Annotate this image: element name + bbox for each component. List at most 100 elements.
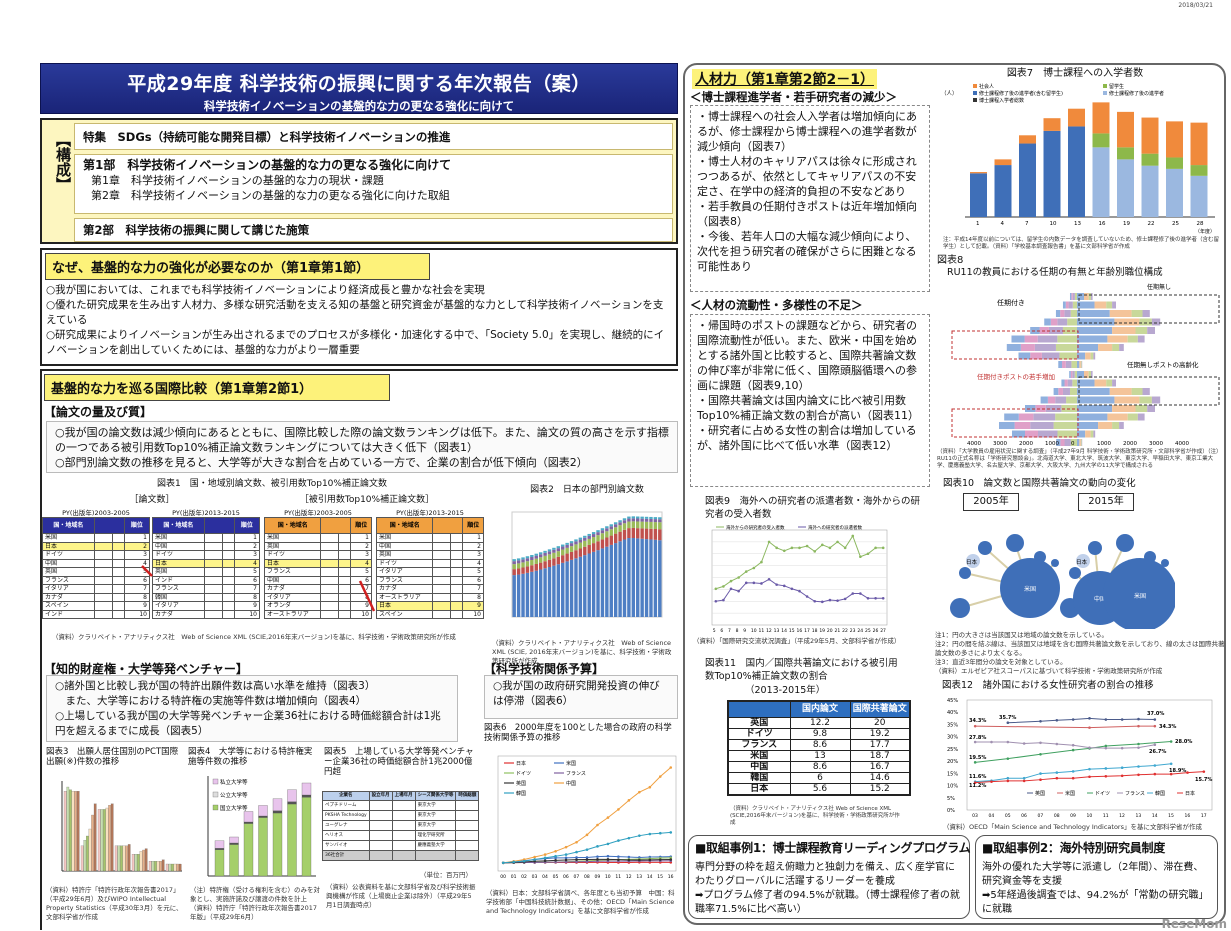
- fig2-bar-segment: [548, 549, 551, 551]
- fig8-bar-left: [1057, 336, 1077, 343]
- fig11-header: [728, 701, 790, 717]
- fig8-bar-left: [1071, 310, 1077, 317]
- fig2-bar-segment: [521, 562, 524, 567]
- fig2-bar-segment: [565, 554, 568, 562]
- fig1-rank: 6: [234, 576, 259, 585]
- fig8-bar-right: [1095, 302, 1107, 309]
- fig2-bar-segment: [513, 561, 516, 564]
- fig2-bar-segment: [579, 540, 582, 543]
- fig12-y-tick: 5%: [947, 796, 955, 802]
- fig2-bar-segment: [640, 517, 643, 519]
- title-banner: 平成29年度 科学技術の振興に関する年次報告（案） 科学技術イノベーションの基盤…: [40, 63, 678, 114]
- fig5-cell: [392, 811, 415, 821]
- fig8-bar-right: [1091, 353, 1094, 360]
- legend-swatch: [213, 805, 218, 810]
- fig2-bar-segment: [614, 527, 617, 533]
- fig2-bar-segment: [517, 575, 520, 617]
- fig10-node-label: 米国: [1024, 585, 1036, 593]
- fig2-bar-segment: [645, 519, 648, 522]
- fig2-bar-segment: [565, 561, 568, 617]
- fig4-bar: [244, 824, 253, 877]
- fig5-cell: [456, 801, 479, 811]
- fig2-bar-segment: [601, 533, 604, 539]
- fig7-x-tick: 19: [1123, 221, 1130, 227]
- case2-body: 海外の優れた大学等に派遣し（2年間）、滞在費、研究資金等を支援: [982, 861, 1211, 889]
- fig2-bar-segment: [592, 532, 595, 534]
- fig11-cell: 12.2: [790, 717, 850, 728]
- fig8-bar-right: [1112, 422, 1119, 429]
- fig8-bar-left: [1071, 371, 1073, 378]
- fig4-bar: [288, 802, 297, 804]
- fig6-legend-label: 米国: [566, 760, 576, 767]
- fig2-bar-segment: [535, 554, 538, 556]
- fig2-bar-segment: [574, 544, 577, 550]
- fig7-bar-segment: [1117, 159, 1134, 217]
- fig1-group2: ［被引用数Top10%補正論文数］: [282, 495, 452, 506]
- fig2-bar-segment: [658, 517, 661, 519]
- fig8-bar-right: [1119, 422, 1124, 429]
- case1-body: 専門分野の枠を超え俯瞰力と独創力を備え、広く産学官にわたりグローバルに活躍するリ…: [695, 861, 963, 889]
- fig12-data-label: 34.3%: [969, 718, 986, 724]
- fig9-x-tick: 27: [880, 628, 886, 634]
- fig7-bar-segment: [995, 165, 1012, 217]
- fig2-bar-segment: [535, 559, 538, 564]
- fig1-rank: 6: [463, 576, 484, 585]
- fig12-data-label: 11.2%: [969, 783, 986, 789]
- fig4-bar: [273, 799, 282, 811]
- fig1-country: 日本: [377, 602, 433, 611]
- hr-bullet: ・博士人材のキャリアパスは徐々に形成されつつあるが、依然としてキャリアパスの不安…: [697, 154, 923, 199]
- hr-sub2: ＜人材の流動性・多様性の不足＞: [690, 297, 863, 313]
- fig8-bar-left: [1060, 439, 1064, 446]
- fig2-bar-segment: [636, 528, 639, 538]
- fig1-py-label: PY(出版年)2003-2005: [42, 509, 150, 517]
- fig12-data-label: 35.7%: [999, 715, 1016, 721]
- fig8-bar-right: [1091, 293, 1093, 300]
- fig6-x-tick: 06: [563, 874, 569, 880]
- fig3-bar: [72, 791, 74, 871]
- fig8-bar-right: [1077, 361, 1079, 368]
- fig2-bar-segment: [530, 560, 533, 565]
- fig3-bar: [159, 861, 161, 871]
- fig4-bar: [215, 850, 224, 876]
- fig7-bar-segment: [1093, 147, 1110, 217]
- fig2-bar-segment: [561, 555, 564, 563]
- fig10-node: [1051, 559, 1059, 567]
- fig2-bar-segment: [658, 540, 661, 617]
- fig2-bar-segment: [548, 551, 551, 554]
- fig3-bar: [157, 861, 159, 871]
- fig3-bar: [84, 840, 86, 871]
- budget-text: ○我が国の政府研究開発投資の伸びは停滞（図表6）: [484, 675, 678, 719]
- fig2-bar-segment: [535, 571, 538, 617]
- fig9-legend-label: 海外への研究者の派遣者数: [808, 524, 862, 531]
- fig2-bar-segment: [530, 557, 533, 560]
- fig8-bar-right: [1077, 414, 1107, 421]
- why-section: なぜ、基盤的な力の強化が必要なのか（第1章第1節） ○我が国においては、これまで…: [40, 248, 678, 366]
- ip-bullet: ○諸外国と比較し我が国の特許出願件数は高い水準を維持（図表3）: [55, 679, 449, 694]
- fig12-x-tick: 17: [1201, 813, 1207, 819]
- fig8-bar-left: [1061, 380, 1064, 387]
- fig1-rank: 4: [351, 559, 372, 568]
- fig3-bar: [64, 791, 66, 871]
- fig2-bar-segment: [579, 557, 582, 617]
- fig5-total-label: 36社合計: [323, 851, 370, 861]
- fig1-country: フランス: [153, 585, 205, 594]
- fig10-year-2005: 2005年: [963, 493, 1019, 511]
- fig5-cell: [369, 811, 392, 821]
- fig9-x-tick: 21: [835, 628, 841, 634]
- legend-swatch: [973, 91, 977, 95]
- fig8-bar-left: [1051, 319, 1058, 326]
- fig6-x-tick: 14: [647, 874, 653, 880]
- fig12-legend-label: ドイツ: [1095, 791, 1110, 797]
- fig1-col-rank: 順位: [351, 518, 372, 534]
- fig10-node: [1088, 541, 1102, 555]
- fig11-cell: 英国: [728, 717, 790, 728]
- fig6-x-tick: 01: [511, 874, 517, 880]
- fig2-bar-segment: [618, 525, 621, 531]
- fig2-bar-segment: [640, 522, 643, 529]
